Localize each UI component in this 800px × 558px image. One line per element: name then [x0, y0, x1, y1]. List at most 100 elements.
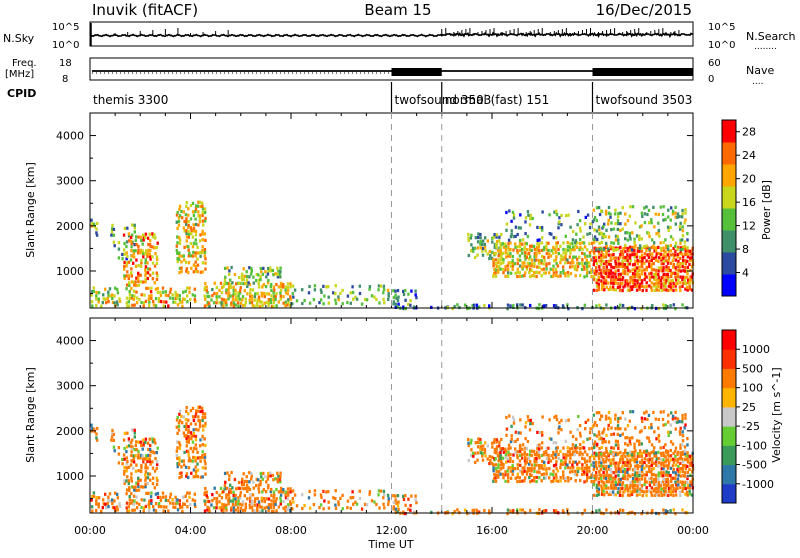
- velocity-cell: [600, 445, 604, 449]
- velocity-cell: [677, 469, 680, 474]
- power-cell: [155, 277, 159, 281]
- power-cell: [185, 204, 188, 209]
- power-cell: [654, 268, 658, 272]
- velocity-cell: [660, 490, 663, 494]
- velocity-cell: [269, 503, 273, 507]
- velocity-cell: [674, 471, 677, 475]
- velocity-cell: [518, 476, 521, 480]
- power-cell: [182, 254, 185, 258]
- velocity-cell: [624, 474, 627, 478]
- velocity-cell: [679, 486, 682, 490]
- velocity-cell: [676, 453, 679, 457]
- velocity-cell: [253, 500, 257, 504]
- velocity-cell: [477, 437, 480, 441]
- velocity-cell: [110, 438, 113, 442]
- power-cell: [518, 254, 522, 258]
- velocity-cell: [643, 479, 647, 484]
- power-cell: [655, 285, 658, 289]
- velocity-cell: [123, 457, 126, 461]
- velocity-cell: [517, 431, 521, 435]
- velocity-cell: [134, 469, 138, 473]
- power-cell: [148, 300, 151, 304]
- power-cell: [682, 255, 685, 259]
- power-cell: [610, 281, 613, 285]
- velocity-cell: [185, 409, 188, 414]
- power-cell: [133, 303, 136, 307]
- velocity-cell: [666, 430, 670, 434]
- power-cell: [492, 274, 495, 278]
- velocity-cell: [125, 456, 128, 460]
- velocity-cell: [657, 457, 661, 461]
- power-cell: [626, 284, 630, 288]
- power-cell: [132, 280, 135, 284]
- power-cell: [236, 297, 239, 301]
- power-cell: [484, 249, 487, 253]
- power-cell: [650, 271, 653, 275]
- velocity-cell: [498, 470, 501, 474]
- colorbar-swatch: [722, 368, 736, 389]
- velocity-cell: [512, 421, 516, 425]
- power-cell: [199, 254, 202, 258]
- velocity-cell: [569, 466, 572, 470]
- power-cell: [674, 205, 677, 209]
- power-cell: [633, 255, 636, 259]
- velocity-cell: [334, 489, 337, 493]
- velocity-cell: [373, 500, 376, 504]
- velocity-cell: [648, 483, 652, 487]
- power-cell: [279, 284, 283, 288]
- velocity-cell: [531, 479, 534, 483]
- velocity-cell: [295, 504, 299, 508]
- power-cell: [576, 261, 579, 265]
- power-cell: [174, 290, 177, 294]
- power-cell: [617, 268, 620, 273]
- velocity-cell: [518, 446, 522, 450]
- velocity-cell: [602, 470, 605, 474]
- power-cell: [641, 214, 644, 218]
- velocity-cell: [574, 444, 577, 448]
- velocity-cell: [258, 505, 262, 509]
- power-cell: [220, 297, 224, 301]
- velocity-cell: [196, 462, 199, 466]
- velocity-cell: [206, 499, 209, 504]
- power-cell: [669, 261, 673, 265]
- x-tick-label: 12:00: [376, 524, 408, 537]
- power-cell: [241, 295, 245, 299]
- power-cell: [643, 272, 647, 276]
- power-cell: [196, 263, 200, 267]
- power-cell: [134, 249, 137, 253]
- velocity-cell: [609, 417, 612, 421]
- power-cell: [686, 232, 689, 236]
- velocity-cell: [128, 488, 131, 492]
- power-cell: [184, 213, 188, 217]
- power-cell: [111, 296, 114, 300]
- velocity-cell: [541, 459, 544, 463]
- power-cell: [147, 297, 150, 302]
- velocity-cell: [566, 463, 569, 467]
- velocity-cell: [569, 453, 572, 457]
- power-cell: [194, 260, 197, 264]
- velocity-cell: [484, 441, 487, 445]
- power-cell: [242, 282, 245, 286]
- velocity-cell: [127, 439, 131, 443]
- power-cell: [672, 255, 676, 259]
- velocity-cell: [132, 454, 136, 458]
- velocity-cell: [144, 457, 147, 461]
- power-cell: [467, 236, 470, 240]
- power-cell: [566, 258, 569, 262]
- velocity-cell: [591, 446, 594, 450]
- velocity-cell: [134, 454, 137, 458]
- velocity-cell: [492, 463, 495, 467]
- velocity-cell: [176, 508, 180, 512]
- power-cell: [135, 290, 138, 294]
- velocity-cell: [617, 482, 620, 486]
- velocity-cell: [176, 446, 179, 450]
- velocity-cell: [636, 474, 639, 478]
- velocity-cell: [208, 499, 211, 504]
- power-cell: [555, 270, 558, 274]
- power-cell: [128, 290, 131, 294]
- velocity-cell: [232, 509, 236, 513]
- power-cell: [638, 275, 641, 279]
- power-cell: [526, 248, 529, 252]
- power-cell: [614, 262, 618, 266]
- power-cell: [605, 241, 608, 245]
